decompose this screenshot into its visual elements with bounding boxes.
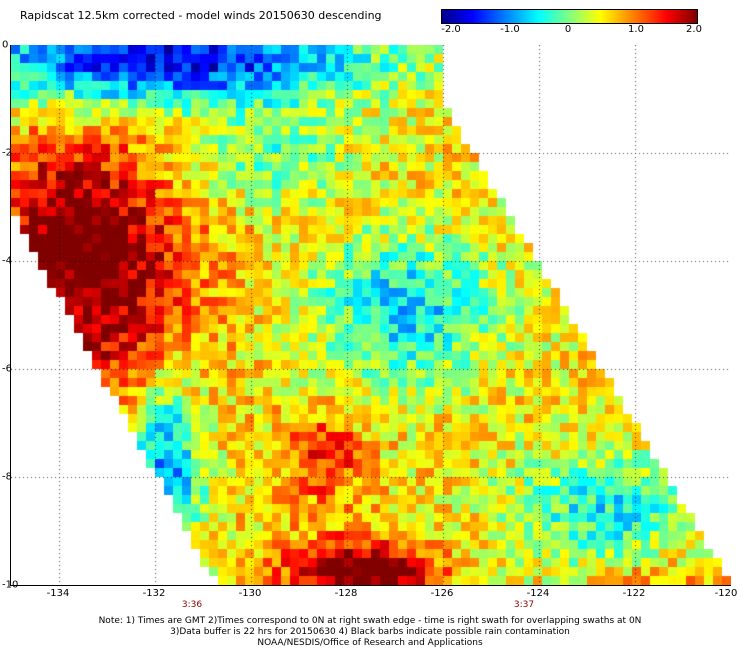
lat-label: 0 — [2, 39, 9, 51]
lat-label: -6 — [2, 363, 12, 375]
lon-label: -124 — [526, 588, 550, 599]
colorbar-label: -2.0 — [441, 24, 461, 35]
lat-label: -2 — [2, 147, 12, 159]
colorbar — [441, 9, 698, 24]
wind-difference-map — [10, 45, 731, 586]
colorbar-label: 2.0 — [686, 24, 702, 35]
lon-label: -126 — [430, 588, 454, 599]
lon-label: -122 — [622, 588, 646, 599]
colorbar-label: 0 — [564, 24, 572, 35]
lat-label: -8 — [2, 471, 12, 483]
note-line: 3)Data buffer is 22 hrs for 20150630 4) … — [170, 627, 570, 637]
note-line: Note: 1) Times are GMT 2)Times correspon… — [98, 616, 642, 626]
lat-label: -4 — [2, 255, 12, 267]
note-line: NOAA/NESDIS/Office of Research and Appli… — [257, 638, 483, 648]
time-label: 3:37 — [513, 600, 535, 610]
lon-label: -134 — [46, 588, 70, 599]
lon-label: -128 — [334, 588, 358, 599]
time-label: 3:36 — [181, 600, 203, 610]
colorbar-label: -1.0 — [500, 24, 520, 35]
map-title: Rapidscat 12.5km corrected - model winds… — [20, 9, 382, 22]
lat-label: -10 — [2, 579, 19, 591]
lon-label: -120 — [714, 588, 738, 599]
colorbar-label: 1.0 — [628, 24, 644, 35]
lon-label: -132 — [142, 588, 166, 599]
lon-label: -130 — [238, 588, 262, 599]
